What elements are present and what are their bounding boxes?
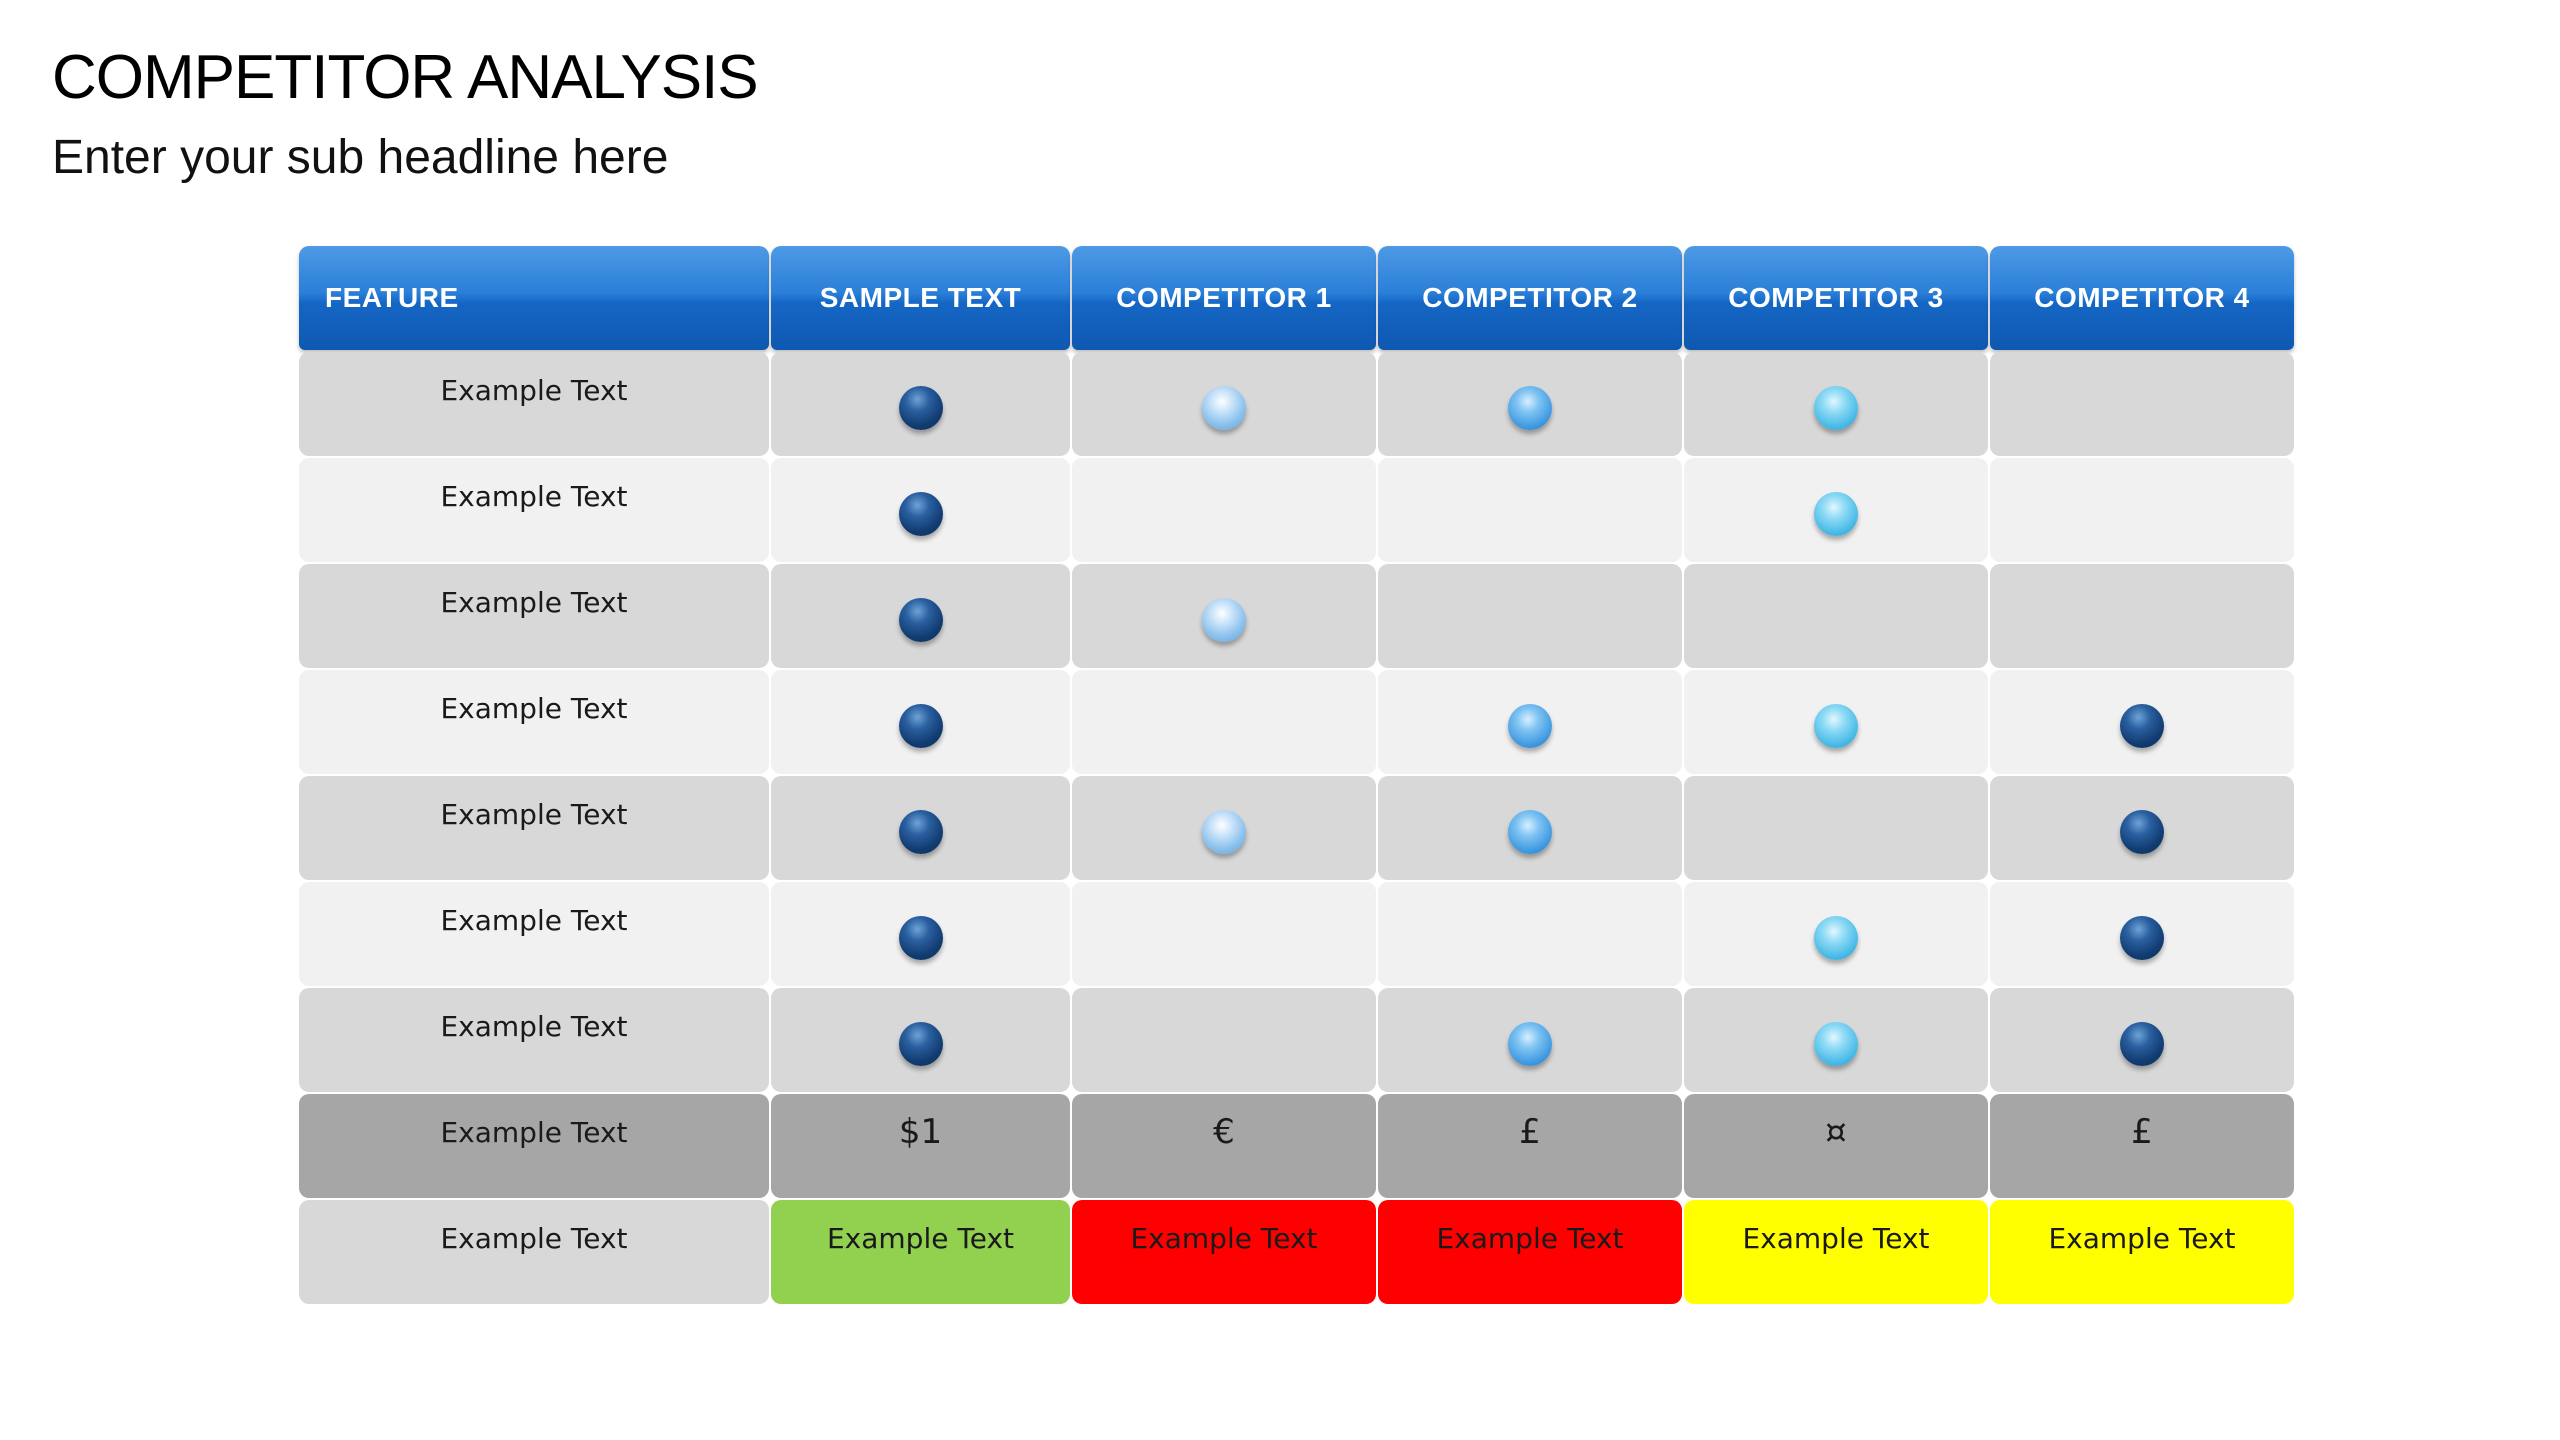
table-cell bbox=[1378, 458, 1682, 562]
cyan-dot-icon bbox=[1814, 704, 1858, 748]
price-row-label: Example Text bbox=[299, 1094, 769, 1198]
cyan-dot-icon bbox=[1814, 386, 1858, 430]
pale-blue-dot-icon bbox=[1202, 598, 1246, 642]
header-feature: FEATURE bbox=[299, 246, 769, 350]
table-cell bbox=[1990, 988, 2294, 1092]
price-cell: ¤ bbox=[1684, 1094, 1988, 1198]
navy-dot-icon bbox=[2120, 704, 2164, 748]
navy-dot-icon bbox=[898, 704, 943, 748]
header-column: COMPETITOR 1 bbox=[1072, 246, 1376, 350]
feature-label: Example Text bbox=[299, 988, 769, 1092]
header-column: COMPETITOR 3 bbox=[1684, 246, 1988, 350]
rating-cell: Example Text bbox=[1990, 1200, 2294, 1304]
table-cell bbox=[1990, 564, 2294, 668]
table-cell bbox=[771, 352, 1070, 456]
navy-dot-icon bbox=[2120, 810, 2164, 854]
rating-cell: Example Text bbox=[771, 1200, 1070, 1304]
table-cell bbox=[771, 670, 1070, 774]
navy-dot-icon bbox=[2120, 1022, 2164, 1066]
table-cell bbox=[1072, 564, 1376, 668]
comparison-table: FEATURE SAMPLE TEXT COMPETITOR 1 COMPETITOR… bbox=[299, 246, 2294, 1304]
price-cell: € bbox=[1072, 1094, 1376, 1198]
blue-dot-icon bbox=[1508, 810, 1552, 854]
price-cell: £ bbox=[1990, 1094, 2294, 1198]
table-cell bbox=[1378, 988, 1682, 1092]
blue-dot-icon bbox=[1508, 1022, 1552, 1066]
table-cell bbox=[1378, 882, 1682, 986]
rating-cell: Example Text bbox=[1072, 1200, 1376, 1304]
table-cell bbox=[1072, 670, 1376, 774]
rating-row-label: Example Text bbox=[299, 1200, 769, 1304]
table-cell bbox=[1990, 670, 2294, 774]
price-cell: £ bbox=[1378, 1094, 1682, 1198]
blue-dot-icon bbox=[1508, 386, 1552, 430]
table-cell bbox=[1072, 988, 1376, 1092]
table-cell bbox=[1684, 458, 1988, 562]
rating-cell: Example Text bbox=[1378, 1200, 1682, 1304]
page-subtitle: Enter your sub headline here bbox=[52, 131, 669, 184]
table-cell bbox=[771, 776, 1070, 880]
cyan-dot-icon bbox=[1814, 916, 1858, 960]
feature-label: Example Text bbox=[299, 564, 769, 668]
header-column: COMPETITOR 2 bbox=[1378, 246, 1682, 350]
navy-dot-icon bbox=[898, 386, 943, 430]
table-cell bbox=[1378, 352, 1682, 456]
pale-blue-dot-icon bbox=[1202, 386, 1246, 430]
navy-dot-icon bbox=[898, 598, 943, 642]
table-cell bbox=[1684, 352, 1988, 456]
pale-blue-dot-icon bbox=[1202, 810, 1246, 854]
table-cell bbox=[1378, 564, 1682, 668]
table-cell bbox=[1072, 882, 1376, 986]
table-cell bbox=[1684, 776, 1988, 880]
table-cell bbox=[1684, 988, 1988, 1092]
table-cell bbox=[1378, 670, 1682, 774]
navy-dot-icon bbox=[898, 492, 943, 536]
table-cell bbox=[1990, 882, 2294, 986]
table-cell bbox=[1990, 776, 2294, 880]
table-cell bbox=[771, 882, 1070, 986]
table-cell bbox=[1072, 776, 1376, 880]
navy-dot-icon bbox=[898, 1022, 943, 1066]
feature-label: Example Text bbox=[299, 352, 769, 456]
feature-label: Example Text bbox=[299, 776, 769, 880]
table-cell bbox=[1072, 458, 1376, 562]
table-cell bbox=[771, 458, 1070, 562]
cyan-dot-icon bbox=[1814, 1022, 1858, 1066]
table-cell bbox=[1990, 352, 2294, 456]
feature-label: Example Text bbox=[299, 670, 769, 774]
price-cell: $1 bbox=[771, 1094, 1070, 1198]
feature-label: Example Text bbox=[299, 458, 769, 562]
cyan-dot-icon bbox=[1814, 492, 1858, 536]
page-title: COMPETITOR ANALYSIS bbox=[52, 43, 759, 112]
table-cell bbox=[1684, 564, 1988, 668]
table-cell bbox=[1684, 670, 1988, 774]
navy-dot-icon bbox=[2120, 916, 2164, 960]
navy-dot-icon bbox=[898, 810, 943, 854]
blue-dot-icon bbox=[1508, 704, 1552, 748]
navy-dot-icon bbox=[898, 916, 943, 960]
feature-label: Example Text bbox=[299, 882, 769, 986]
table-cell bbox=[1684, 882, 1988, 986]
header-column: SAMPLE TEXT bbox=[771, 246, 1070, 350]
table-cell bbox=[771, 564, 1070, 668]
table-cell bbox=[771, 988, 1070, 1092]
header-column: COMPETITOR 4 bbox=[1990, 246, 2294, 350]
rating-cell: Example Text bbox=[1684, 1200, 1988, 1304]
table-cell bbox=[1072, 352, 1376, 456]
table-cell bbox=[1990, 458, 2294, 562]
table-cell bbox=[1378, 776, 1682, 880]
